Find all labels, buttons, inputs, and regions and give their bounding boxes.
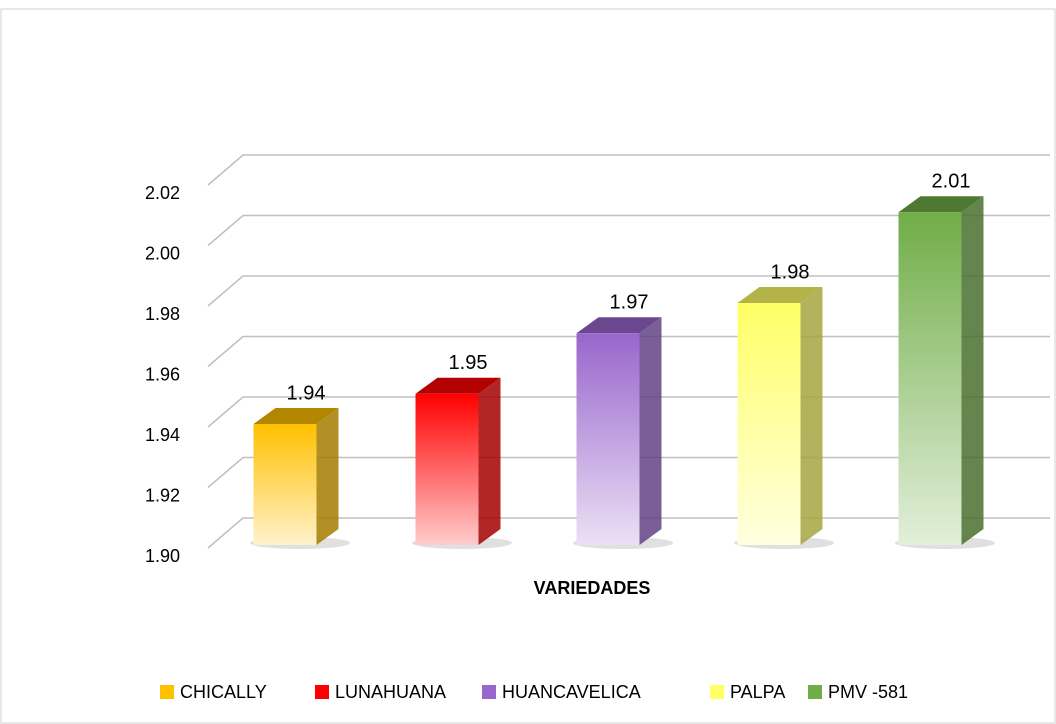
y-tick-label: 1.96 [145, 364, 180, 384]
bar [737, 303, 801, 545]
data-label: 1.95 [449, 352, 488, 374]
data-label: 2.01 [932, 171, 971, 193]
bar [576, 333, 640, 545]
grid-line [207, 154, 1050, 186]
legend-label: HUANCAVELICA [502, 682, 641, 702]
chart-border [0, 8, 1056, 724]
y-tick-label: 2.00 [145, 243, 180, 263]
legend-swatch [482, 685, 496, 699]
legend-swatch [160, 685, 174, 699]
legend-label: PALPA [730, 682, 785, 702]
bar-top [415, 377, 501, 394]
bar-side [800, 287, 823, 545]
legend-swatch [710, 685, 724, 699]
legend-label: CHICALLY [180, 682, 267, 702]
y-tick-label: 1.94 [145, 425, 180, 445]
bar-side [961, 196, 984, 545]
legend-label: PMV -581 [828, 682, 908, 702]
bar-side [639, 317, 662, 545]
bar [898, 212, 962, 545]
bar-side [478, 377, 501, 545]
bar-top [576, 317, 662, 334]
grid-line [207, 214, 1050, 247]
bar-side [316, 408, 339, 545]
grid-line [207, 275, 1050, 307]
legend-swatch [808, 685, 822, 699]
bar [253, 424, 317, 545]
data-label: 1.94 [287, 382, 326, 404]
bar-top [737, 287, 823, 303]
bar [415, 393, 479, 545]
y-tick-label: 2.02 [145, 183, 180, 203]
x-axis-title: VARIEDADES [534, 578, 651, 598]
legend-swatch [315, 685, 329, 699]
y-tick-label: 1.90 [145, 546, 180, 566]
data-label: 1.97 [610, 292, 649, 314]
data-label: 1.98 [771, 261, 810, 283]
bar-top [253, 408, 339, 424]
y-tick-label: 1.92 [145, 485, 180, 505]
legend-label: LUNAHUANA [335, 682, 446, 702]
y-tick-label: 1.98 [145, 304, 180, 324]
bar-top [898, 196, 984, 213]
